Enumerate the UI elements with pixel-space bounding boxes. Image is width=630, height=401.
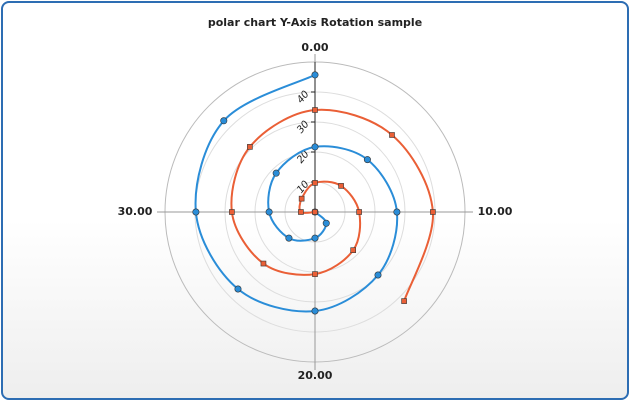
marker	[312, 107, 318, 113]
y-tick-label: 40	[295, 89, 312, 106]
series-line	[230, 108, 434, 302]
chart-title: polar chart Y-Axis Rotation sample	[208, 16, 422, 29]
marker	[311, 307, 319, 315]
marker	[363, 156, 371, 164]
marker	[234, 285, 242, 293]
marker	[389, 132, 395, 138]
marker	[311, 234, 319, 242]
marker	[338, 183, 344, 189]
marker	[356, 209, 362, 215]
marker	[285, 234, 293, 242]
x-tick-label: 10.00	[478, 205, 513, 218]
marker	[311, 71, 319, 79]
marker	[312, 180, 318, 186]
marker	[350, 247, 356, 253]
marker	[265, 208, 273, 216]
marker	[192, 208, 200, 216]
marker	[374, 271, 382, 279]
marker	[298, 195, 305, 202]
marker	[311, 143, 319, 151]
y-tick-label: 30	[295, 119, 312, 136]
marker	[229, 209, 235, 215]
marker	[312, 209, 318, 215]
marker	[401, 298, 407, 304]
x-tick-label: 0.00	[301, 41, 328, 54]
x-tick-label: 30.00	[118, 205, 153, 218]
marker	[312, 271, 318, 277]
series-line	[194, 74, 399, 313]
marker	[322, 219, 330, 227]
marker	[393, 208, 401, 216]
marker	[272, 169, 280, 177]
marker	[430, 209, 436, 215]
marker	[220, 117, 228, 125]
marker	[298, 209, 304, 215]
marker	[247, 144, 253, 150]
marker	[260, 260, 267, 267]
x-tick-label: 20.00	[298, 369, 333, 382]
